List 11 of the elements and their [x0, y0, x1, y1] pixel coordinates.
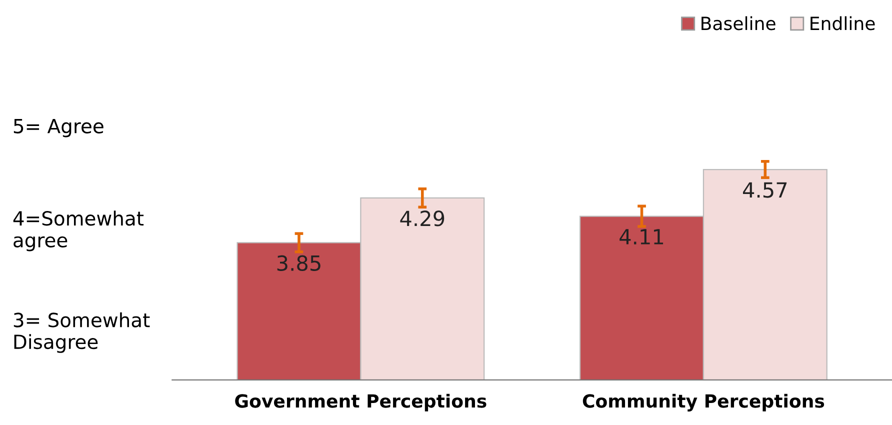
y-tick-label: 4=Somewhat agree [13, 210, 144, 252]
data-label: 3.85 [277, 255, 320, 272]
data-label: 4.29 [400, 210, 444, 226]
y-tick-label: 5= Agree [14, 119, 104, 138]
y-tick-label: 3= Somewhat Disagree [14, 312, 150, 353]
legend-label: Baseline [702, 16, 776, 30]
x-tick-label: Community Perceptions [582, 394, 824, 412]
data-label: 4.57 [742, 182, 787, 198]
x-tick-label: Government Perceptions [235, 394, 486, 412]
legend-label: Endline [810, 16, 875, 30]
data-label: 4.11 [620, 229, 664, 244]
